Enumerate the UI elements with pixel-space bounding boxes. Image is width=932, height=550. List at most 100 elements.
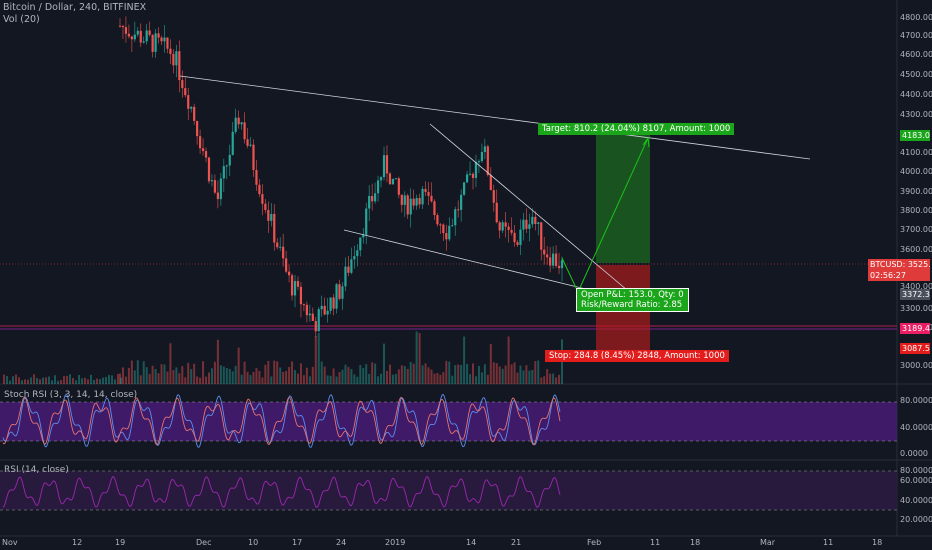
volume-bar [296, 373, 299, 384]
volume-bar [421, 365, 424, 384]
candle-body [270, 213, 273, 221]
volume-bar [243, 361, 246, 384]
candle-body [356, 250, 359, 257]
volume-bar [415, 331, 418, 384]
candle-body [406, 195, 409, 215]
candle-body [504, 222, 507, 227]
candle-body [308, 313, 311, 316]
time-axis-label: 12 [72, 538, 83, 547]
volume-bar [299, 363, 302, 384]
candle-body [133, 34, 136, 40]
candle-body [433, 201, 436, 216]
volume-bar [365, 364, 368, 384]
candle-body [400, 194, 403, 205]
candle-body [261, 194, 264, 204]
volume-bar [385, 370, 388, 384]
candle-body [127, 33, 130, 37]
volume-bar [75, 380, 77, 384]
volume-bar [157, 373, 160, 384]
price-axis-label: 4800.00 [900, 13, 932, 22]
volume-bar [105, 376, 107, 384]
candle-body [480, 152, 484, 162]
candle-body [264, 203, 267, 210]
volume-bar [463, 336, 466, 384]
price-axis-label: 3000.00 [900, 361, 932, 370]
candle-body [252, 144, 255, 170]
candle-body [394, 178, 397, 180]
volume-bar [222, 366, 225, 384]
volume-bar [276, 361, 279, 384]
volume-bar [121, 367, 124, 384]
price-axis-label: 4100.00 [900, 148, 932, 157]
volume-bar [261, 377, 264, 384]
target-label[interactable]: Target: 810.2 (24.04%) 8107, Amount: 100… [538, 123, 735, 135]
candle-body [201, 148, 205, 152]
volume-bar [555, 377, 558, 384]
stop-label[interactable]: Stop: 284.8 (8.45%) 2848, Amount: 1000 [545, 350, 729, 362]
candle-body [154, 33, 157, 52]
volume-bar [63, 376, 65, 384]
candle-body [234, 117, 237, 132]
time-axis-label: Dec [196, 538, 212, 547]
candle-body [376, 180, 380, 194]
candle-body [317, 309, 320, 332]
candle-body [451, 225, 454, 227]
volume-bar [151, 365, 154, 384]
price-axis-label: 3700.00 [900, 225, 932, 234]
candle-body [196, 120, 199, 137]
volume-bar [480, 372, 483, 384]
volume-bar [267, 360, 270, 384]
volume-bar [231, 371, 234, 384]
volume-bar [448, 361, 451, 384]
candle-body [546, 254, 549, 258]
volume-bar [374, 363, 377, 384]
volume-bar [308, 376, 311, 384]
candle-body [148, 30, 151, 35]
candle-body [181, 80, 184, 89]
volume-bar [329, 375, 332, 384]
volume-bar [531, 369, 534, 384]
candle-body [371, 195, 374, 202]
candle-body [483, 146, 486, 153]
volume-bar [353, 374, 356, 384]
volume-bar [430, 369, 433, 384]
price-axis-label: 3800.00 [900, 206, 932, 215]
volume-bar [380, 373, 383, 384]
volume-bar [60, 380, 62, 384]
candle-body [439, 224, 442, 226]
volume-bar [102, 377, 104, 384]
candle-body [184, 88, 187, 96]
candle-body [474, 162, 478, 178]
volume-bar [154, 369, 157, 384]
candle-body [457, 209, 460, 211]
candle-body [314, 320, 317, 332]
volume-bar [258, 370, 261, 384]
volume-bar [216, 339, 219, 384]
volume-bar [528, 370, 531, 384]
time-axis-label: 2019 [385, 538, 406, 547]
price-axis-label: 4400.00 [900, 90, 932, 99]
candle-body [207, 157, 211, 182]
volume-bar [335, 376, 338, 384]
volume-bar [474, 376, 477, 384]
volume-bar [320, 361, 323, 384]
candle-body [213, 180, 217, 193]
volume-bar [317, 332, 320, 384]
candle-body [187, 95, 190, 109]
volume-bar [338, 372, 341, 384]
volume-bar [264, 364, 267, 384]
time-axis-label: 21 [511, 538, 522, 547]
volume-bar [466, 363, 469, 384]
candle-body [290, 275, 294, 296]
stoch-axis-label: 0.0000 [900, 449, 928, 458]
volume-bar [81, 378, 83, 384]
candle-body [160, 37, 163, 42]
volume-bar [196, 376, 199, 384]
candle-body [237, 117, 240, 125]
volume-bar [495, 363, 498, 384]
candle-body [204, 151, 208, 158]
candle-body [560, 260, 564, 269]
pnl-box[interactable]: Open P&L: 153.0, Qty: 0 Risk/Reward Rati… [576, 288, 689, 312]
